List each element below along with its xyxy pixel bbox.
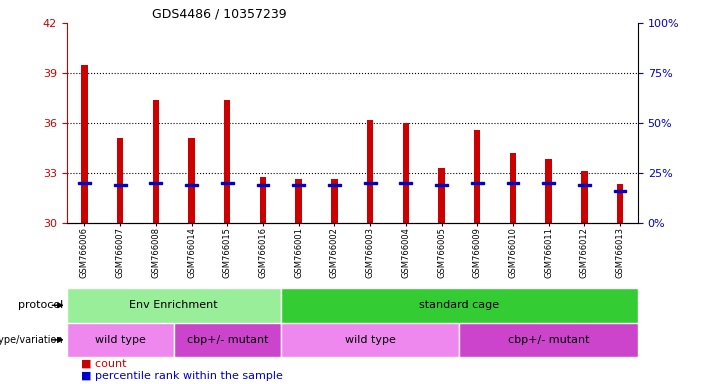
Bar bbox=[402, 123, 409, 223]
Text: Env Enrichment: Env Enrichment bbox=[130, 300, 218, 310]
Bar bbox=[67, 323, 174, 357]
Bar bbox=[189, 138, 195, 223]
Bar bbox=[578, 184, 591, 186]
Text: ■ percentile rank within the sample: ■ percentile rank within the sample bbox=[81, 371, 283, 381]
Bar bbox=[542, 182, 555, 184]
Bar bbox=[185, 184, 198, 186]
Bar bbox=[149, 182, 163, 184]
Bar bbox=[281, 288, 638, 323]
Bar bbox=[367, 119, 374, 223]
Bar bbox=[328, 184, 341, 186]
Bar bbox=[471, 182, 484, 184]
Bar bbox=[114, 184, 127, 186]
Text: wild type: wild type bbox=[95, 335, 146, 345]
Bar bbox=[474, 129, 480, 223]
Text: wild type: wild type bbox=[345, 335, 395, 345]
Bar bbox=[364, 182, 376, 184]
Bar bbox=[581, 171, 587, 223]
Bar bbox=[435, 184, 448, 186]
Text: protocol: protocol bbox=[18, 300, 63, 310]
Bar bbox=[153, 99, 159, 223]
Bar bbox=[221, 182, 233, 184]
Bar bbox=[67, 288, 281, 323]
Bar bbox=[459, 323, 638, 357]
Bar bbox=[292, 184, 305, 186]
Text: cbp+/- mutant: cbp+/- mutant bbox=[508, 335, 590, 345]
Bar bbox=[260, 177, 266, 223]
Text: cbp+/- mutant: cbp+/- mutant bbox=[186, 335, 268, 345]
Bar bbox=[117, 138, 123, 223]
Text: standard cage: standard cage bbox=[419, 300, 499, 310]
Bar bbox=[507, 182, 519, 184]
Bar bbox=[81, 65, 88, 223]
Bar bbox=[510, 153, 516, 223]
Bar bbox=[613, 190, 627, 192]
Bar bbox=[400, 182, 412, 184]
Text: genotype/variation: genotype/variation bbox=[0, 335, 63, 345]
Bar bbox=[617, 184, 623, 223]
Bar bbox=[78, 182, 91, 184]
Text: GDS4486 / 10357239: GDS4486 / 10357239 bbox=[152, 7, 287, 20]
Bar bbox=[296, 179, 302, 223]
Bar bbox=[224, 99, 231, 223]
Bar bbox=[174, 323, 281, 357]
Text: ■ count: ■ count bbox=[81, 359, 126, 369]
Bar bbox=[331, 179, 338, 223]
Bar bbox=[281, 323, 459, 357]
Bar bbox=[545, 159, 552, 223]
Bar bbox=[438, 168, 444, 223]
Bar bbox=[257, 184, 269, 186]
